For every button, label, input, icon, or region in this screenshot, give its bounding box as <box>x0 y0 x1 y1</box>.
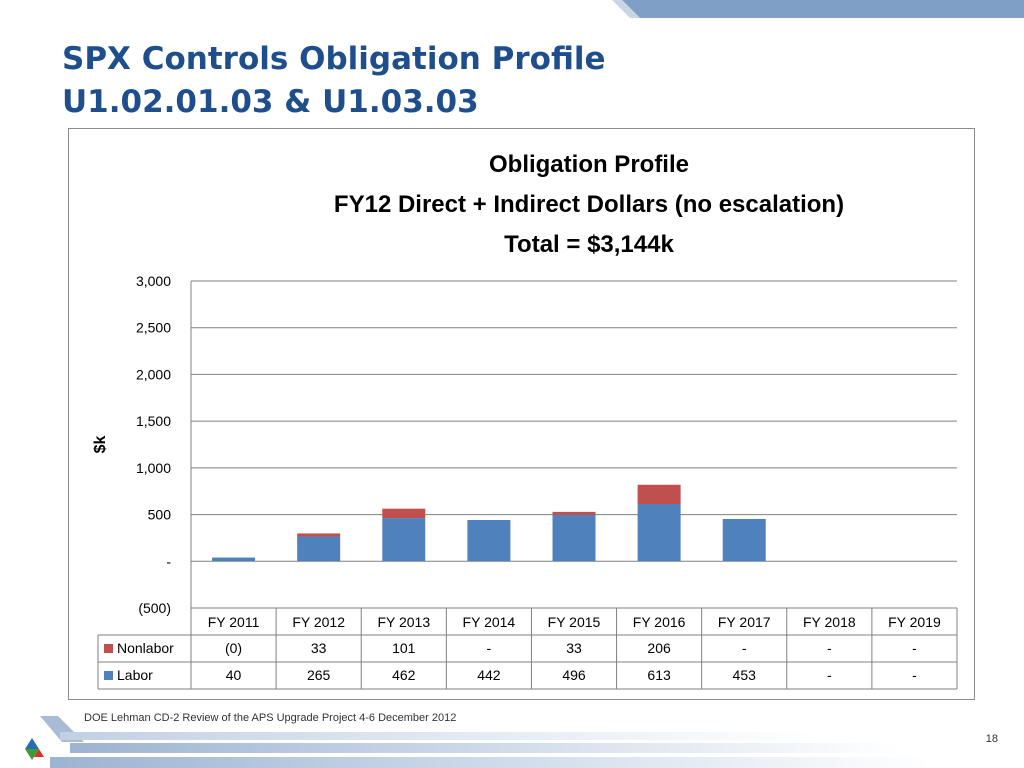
data-label: 462 <box>392 667 416 683</box>
slide-title: SPX Controls Obligation Profile U1.02.01… <box>62 38 606 124</box>
footer-text: DOE Lehman CD-2 Review of the APS Upgrad… <box>84 712 457 724</box>
data-label: - <box>827 667 832 683</box>
x-tick-label: FY 2013 <box>377 614 430 630</box>
chart-title: Obligation Profile FY12 Direct + Indirec… <box>189 145 989 265</box>
y-tick-label: 1,000 <box>136 460 171 476</box>
slide-title-line-1: SPX Controls Obligation Profile <box>62 41 606 77</box>
bar-nonlabor-fy-2013 <box>382 508 426 519</box>
x-tick-label: FY 2011 <box>208 614 260 630</box>
legend-swatch-labor <box>104 671 113 680</box>
data-label: 40 <box>226 667 242 683</box>
bar-labor-fy-2016 <box>637 504 681 562</box>
x-tick-label: FY 2019 <box>888 614 941 630</box>
bar-nonlabor-fy-2015 <box>552 511 596 515</box>
y-tick-label: 2,000 <box>136 366 171 382</box>
slide-title-line-2: U1.02.01.03 & U1.03.03 <box>62 84 479 120</box>
chart-title-line-2: FY12 Direct + Indirect Dollars (no escal… <box>333 191 845 218</box>
data-label: 33 <box>311 640 327 656</box>
bar-labor-fy-2017 <box>722 518 766 562</box>
data-label: - <box>742 640 747 656</box>
y-tick-label: - <box>166 553 171 569</box>
bar-labor-fy-2011 <box>212 557 256 562</box>
data-label: (0) <box>225 640 242 656</box>
y-tick-label: 3,000 <box>136 273 171 289</box>
x-tick-label: FY 2015 <box>548 614 601 630</box>
data-label: 265 <box>307 667 331 683</box>
legend-swatch-nonlabor <box>104 644 113 653</box>
data-label: 206 <box>647 640 671 656</box>
chart-title-line-3: Total = $3,144k <box>504 231 674 258</box>
y-tick-label: 2,500 <box>136 320 171 336</box>
chart-frame: Obligation Profile FY12 Direct + Indirec… <box>68 128 975 700</box>
x-tick-label: FY 2014 <box>463 614 516 630</box>
x-tick-label: FY 2018 <box>803 614 856 630</box>
bar-nonlabor-fy-2012 <box>297 533 341 537</box>
aps-logo <box>25 738 44 760</box>
bar-nonlabor-fy-2016 <box>637 484 681 505</box>
data-label: 613 <box>647 667 671 683</box>
bar-labor-fy-2015 <box>552 514 596 562</box>
x-tick-label: FY 2012 <box>292 614 345 630</box>
page-number: 18 <box>985 733 998 745</box>
data-label: - <box>487 640 492 656</box>
data-label: 442 <box>477 667 501 683</box>
bar-labor-fy-2012 <box>297 536 341 562</box>
y-axis-label: $k <box>92 436 109 454</box>
data-label: 496 <box>562 667 586 683</box>
y-tick-label: (500) <box>138 600 171 616</box>
y-tick-label: 500 <box>148 507 172 523</box>
legend-label-labor: Labor <box>117 667 153 683</box>
chart-plot: (500) - 500 1,000 1,500 2,000 2,500 3,000 $k FY 2… <box>92 273 958 690</box>
data-label: - <box>912 667 917 683</box>
data-label: 33 <box>566 640 582 656</box>
data-label: 101 <box>392 640 416 656</box>
data-label: - <box>912 640 917 656</box>
data-label: - <box>827 640 832 656</box>
bottom-decorative-band <box>40 716 930 768</box>
data-label: 453 <box>733 667 757 683</box>
x-tick-label: FY 2017 <box>718 614 771 630</box>
bar-labor-fy-2014 <box>467 519 511 562</box>
bar-labor-fy-2013 <box>382 518 426 562</box>
legend-label-nonlabor: Nonlabor <box>117 640 174 656</box>
y-tick-label: 1,500 <box>136 413 171 429</box>
top-decorative-band <box>612 0 1024 18</box>
chart-title-line-1: Obligation Profile <box>488 151 689 178</box>
x-tick-label: FY 2016 <box>633 614 686 630</box>
